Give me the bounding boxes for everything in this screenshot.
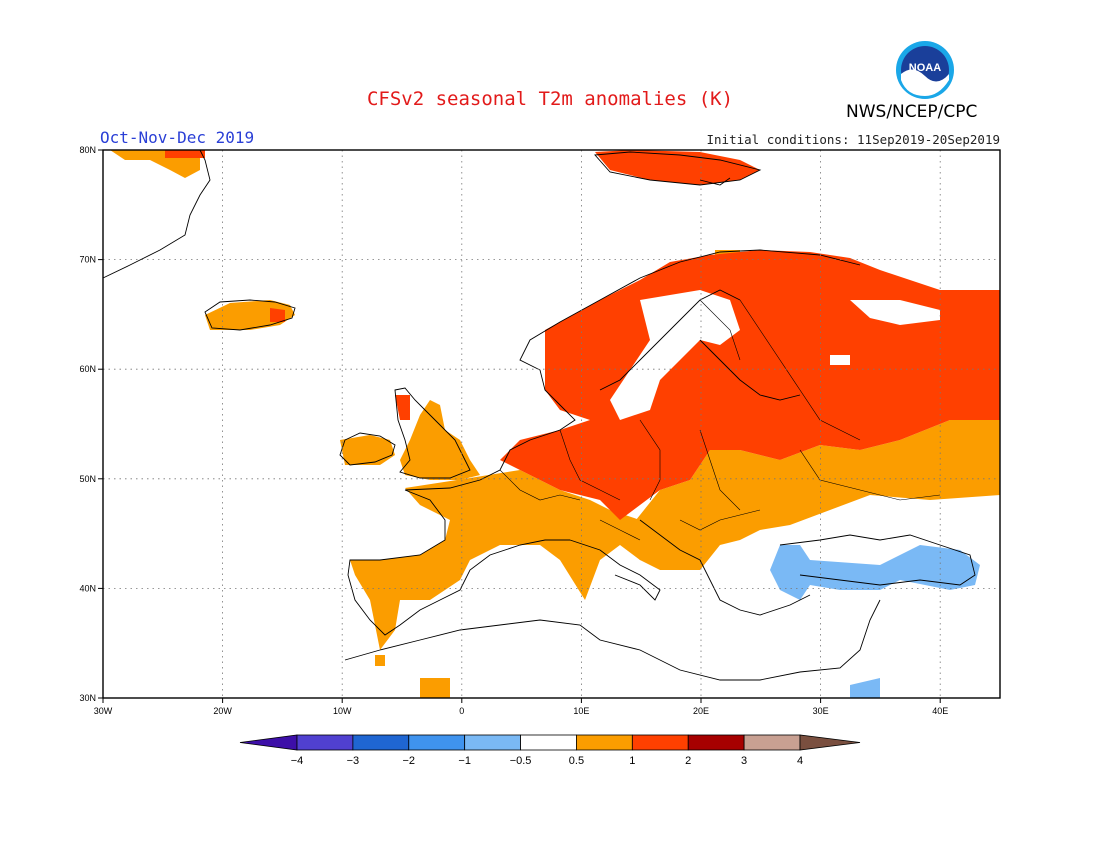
- coastlines: [102, 149, 976, 681]
- colorbar-segment-2: [408, 734, 466, 751]
- colorbar-segment-8: [743, 734, 801, 751]
- colorbar-segment-7: [687, 734, 745, 751]
- country-borders: [499, 299, 941, 541]
- colorbar-label-7: 2: [685, 755, 691, 767]
- lon-tick-label-4: 10E: [573, 706, 589, 716]
- lon-tick-label-0: 30W: [94, 706, 113, 716]
- map-title: CFSv2 seasonal T2m anomalies (K): [366, 88, 734, 110]
- agency-label: NWS/NCEP/CPC: [846, 102, 978, 122]
- colorbar-arrow-left: [239, 734, 298, 751]
- lon-tick-label-2: 10W: [333, 706, 352, 716]
- colorbar-label-6: 1: [629, 755, 635, 767]
- noaa-logo-text: NOAA: [909, 62, 941, 74]
- map-axes: 30W 20W 10W 0 10E 20E 30E 40E 30N 40N 50N 60N 70N 80N: [79, 145, 948, 716]
- colorbar-segment-0: [296, 734, 354, 751]
- colorbar-label-0: −4: [291, 755, 304, 767]
- colorbar-segment-6: [631, 734, 689, 751]
- colorbar-label-5: 0.5: [569, 755, 584, 767]
- graticule: [103, 150, 1000, 698]
- lat-tick-label-1: 40N: [79, 583, 96, 593]
- colorbar-segment-5: [576, 734, 633, 751]
- colorbar-segment-1: [352, 734, 410, 751]
- initial-conditions: Initial conditions: 11Sep2019-20Sep2019: [706, 132, 1001, 147]
- lat-tick-label-2: 50N: [79, 474, 96, 484]
- colorbar-label-3: −1: [458, 755, 471, 767]
- lon-tick-label-5: 20E: [693, 706, 709, 716]
- noaa-logo-icon: NOAA: [896, 41, 954, 99]
- colorbar-label-9: 4: [797, 755, 803, 767]
- lat-tick-label-5: 80N: [79, 145, 96, 155]
- colorbar-segment-3: [464, 734, 521, 751]
- colorbar-label-4: −0.5: [510, 755, 532, 767]
- lat-tick-label-0: 30N: [79, 693, 96, 703]
- forecast-period: Oct-Nov-Dec 2019: [100, 128, 255, 147]
- anomaly-shading: [110, 150, 1000, 698]
- lon-tick-label-1: 20W: [213, 706, 232, 716]
- lat-tick-label-4: 70N: [79, 255, 96, 265]
- colorbar-label-1: −3: [347, 755, 360, 767]
- lon-tick-label-3: 0: [459, 706, 464, 716]
- lon-tick-label-6: 30E: [813, 706, 829, 716]
- colorbar-arrow-right: [799, 734, 861, 751]
- colorbar: −4 −3 −2 −1 −0.5 0.5 1 2 3 4: [239, 734, 861, 767]
- lon-tick-label-7: 40E: [932, 706, 948, 716]
- colorbar-label-8: 3: [741, 755, 747, 767]
- colorbar-label-2: −2: [403, 755, 416, 767]
- map-frame: [102, 149, 1001, 699]
- lat-tick-label-3: 60N: [79, 364, 96, 374]
- colorbar-segment-4: [520, 734, 577, 751]
